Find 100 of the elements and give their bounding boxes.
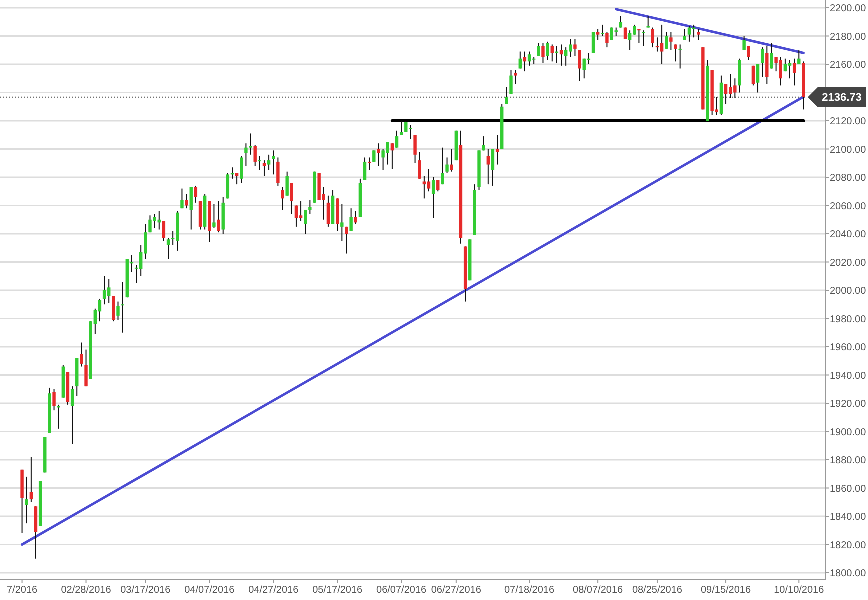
candlestick [276, 157, 280, 186]
y-tick-label: 2180.00 [830, 32, 867, 43]
candlestick [217, 201, 220, 234]
candlestick [418, 152, 422, 180]
candlestick [240, 156, 244, 184]
candlestick [528, 51, 532, 66]
candlestick [180, 188, 184, 210]
candlestick [190, 186, 193, 230]
y-tick-label: 2060.00 [830, 201, 867, 212]
candlestick [185, 194, 188, 210]
candlestick [244, 143, 248, 167]
candlestick [70, 386, 74, 445]
candlestick [390, 143, 394, 170]
candlestick [340, 204, 344, 242]
candlestick [121, 282, 124, 334]
candlestick [194, 185, 198, 204]
candlestick [286, 171, 289, 196]
y-tick-label: 1960.00 [830, 342, 867, 354]
candlestick [642, 30, 646, 47]
candlestick [441, 147, 444, 186]
candlestick [798, 50, 801, 65]
x-tick-label: 02/28/2016 [61, 585, 112, 596]
candlestick [756, 64, 760, 94]
candlestick [304, 209, 308, 234]
candlestick [628, 30, 632, 51]
y-tick-label: 2000.00 [830, 286, 867, 297]
y-tick-label: 2100.00 [830, 144, 867, 156]
candlestick [258, 156, 262, 171]
candlestick [354, 210, 358, 225]
candlestick [345, 226, 348, 254]
x-tick-label: 10/10/2016 [774, 585, 825, 596]
y-tick-label: 1920.00 [830, 399, 867, 410]
candlestick [747, 46, 750, 61]
candlestick [638, 28, 641, 44]
y-tick-label: 1840.00 [830, 512, 867, 523]
x-tick-label: 06/07/2016 [376, 585, 428, 596]
candlestick [267, 154, 271, 171]
candlestick [377, 143, 380, 167]
candlestick [427, 168, 431, 192]
candlestick [25, 476, 28, 524]
candlestick [601, 24, 604, 37]
candlestick [290, 182, 294, 215]
x-tick-label: 7/2016 [6, 585, 38, 596]
candlestick [537, 42, 540, 57]
candlestick [596, 28, 600, 41]
candlestick [98, 298, 102, 322]
x-tick-label: 05/17/2016 [312, 585, 364, 596]
candlestick [784, 58, 788, 72]
candlestick [482, 136, 486, 152]
candlestick [514, 70, 518, 85]
candlestick [788, 60, 792, 80]
y-tick-label: 2200.00 [830, 4, 867, 14]
candlestick [281, 186, 284, 210]
x-tick-label: 07/18/2016 [504, 585, 555, 596]
candlestick [670, 32, 673, 51]
candlestick [760, 47, 764, 78]
candlestick [162, 220, 166, 242]
y-tick-label: 2080.00 [830, 173, 867, 184]
candlestick [550, 44, 554, 62]
x-tick-label: 03/17/2016 [120, 585, 172, 596]
candlestick [646, 16, 650, 28]
candlestick [592, 32, 596, 54]
y-tick-label: 2160.00 [830, 60, 867, 71]
candlestick [518, 51, 522, 70]
ref-line-label: 2136.73 [822, 92, 862, 104]
candlestick [52, 388, 56, 412]
candlestick [368, 157, 372, 171]
candlestick [510, 70, 513, 95]
candlestick [254, 144, 257, 167]
candlestick [326, 195, 330, 228]
x-tick-label: 08/07/2016 [573, 585, 624, 596]
y-tick-label: 1900.00 [830, 427, 867, 438]
candlestick [606, 32, 609, 48]
x-tick-label: 04/07/2016 [184, 585, 236, 596]
y-tick-label: 2020.00 [830, 258, 867, 269]
candlestick [166, 238, 170, 260]
y-tick-label: 1820.00 [830, 540, 867, 552]
candlestick [665, 32, 668, 50]
candlestick [446, 157, 449, 174]
candlestick [308, 200, 312, 215]
candlestick [450, 148, 454, 172]
y-tick-label: 2120.00 [830, 116, 867, 128]
candlestick [660, 24, 664, 65]
candlestick [770, 42, 774, 70]
y-tick-label: 1940.00 [830, 370, 867, 382]
candlestick [491, 148, 495, 186]
candlestick [542, 42, 545, 64]
candlestick [674, 44, 678, 62]
candlestick [414, 134, 417, 164]
candlestick [792, 58, 796, 86]
candlestick [578, 50, 582, 82]
x-tick-label: 08/25/2016 [632, 585, 683, 596]
y-tick-label: 1860.00 [830, 484, 867, 495]
candlestick [724, 84, 728, 105]
candlestick [212, 204, 216, 229]
candlestick [102, 276, 106, 306]
y-tick-label: 1880.00 [830, 456, 867, 466]
x-tick-label: 09/15/2016 [701, 585, 752, 596]
candlestick [505, 86, 508, 105]
candlestick [742, 36, 746, 51]
